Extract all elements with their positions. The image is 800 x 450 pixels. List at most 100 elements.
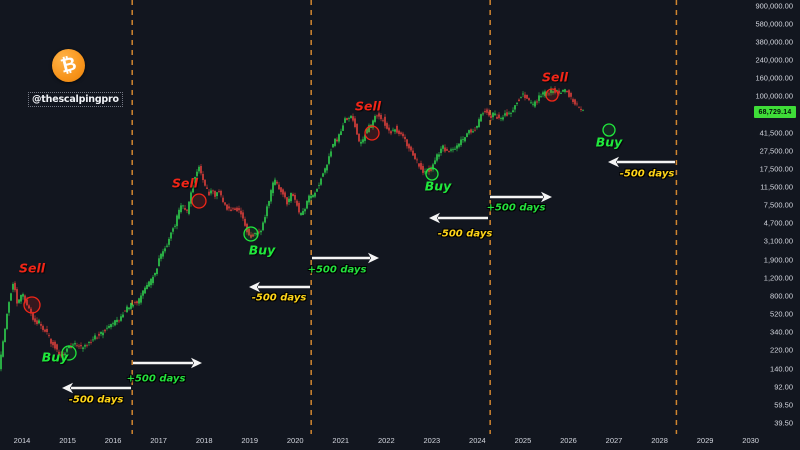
time-axis-label: 2023 — [423, 436, 441, 445]
time-axis-label: 2017 — [150, 436, 167, 445]
candle-wick — [392, 127, 394, 132]
candle-body — [480, 114, 482, 122]
candle-body — [512, 110, 514, 113]
price-axis-label: 3,100.00 — [763, 236, 793, 246]
candle-body — [364, 134, 366, 141]
candle-body — [208, 191, 210, 196]
candle-body — [8, 302, 10, 313]
candle-body — [334, 138, 336, 146]
candle-body — [46, 329, 48, 332]
candle-body — [4, 328, 6, 343]
candle-body — [148, 281, 150, 287]
candle-body — [338, 134, 340, 142]
candle-wick — [512, 107, 514, 113]
candle-body — [74, 343, 76, 345]
candle-body — [194, 177, 196, 183]
candle-wick — [166, 243, 168, 248]
candle-body — [578, 106, 580, 108]
candle-body — [166, 245, 168, 247]
candle-body — [360, 141, 362, 144]
candle-body — [294, 195, 296, 200]
minus-500-days-label: -500 days — [251, 292, 307, 304]
candle-body — [390, 131, 392, 134]
candle-body — [92, 339, 94, 341]
candle-body — [442, 145, 444, 149]
watermark-handle: @thescalpingpro — [28, 92, 123, 107]
candle-body — [420, 163, 422, 170]
price-axis-label: 39.50 — [774, 418, 793, 428]
candle-body — [178, 209, 180, 219]
candle-body — [484, 111, 486, 113]
candle-wick — [70, 342, 72, 349]
candle-body — [476, 125, 478, 128]
candle-body — [502, 117, 504, 120]
candle-body — [402, 133, 404, 137]
candle-body — [144, 287, 146, 294]
candle-body — [382, 120, 384, 122]
candle-body — [226, 204, 228, 210]
candle-wick — [446, 147, 448, 151]
candle-body — [140, 295, 142, 303]
candle-body — [580, 108, 582, 110]
time-axis-label: 2015 — [59, 436, 76, 445]
candle-body — [470, 129, 472, 133]
candle-body — [462, 139, 464, 140]
candle-body — [196, 171, 198, 177]
candle-body — [568, 90, 570, 97]
candle-body — [168, 238, 170, 245]
candle-body — [232, 208, 234, 210]
candle-body — [418, 163, 420, 167]
candle-body — [398, 130, 400, 134]
buy-circle — [425, 167, 439, 181]
time-axis-label: 2019 — [241, 436, 259, 445]
arrow-left — [62, 382, 131, 394]
time-axis-label: 2028 — [651, 436, 668, 445]
candle-body — [230, 209, 232, 212]
candle-wick — [474, 127, 476, 132]
candle-body — [16, 289, 18, 304]
candle-body — [72, 344, 74, 346]
candle-body — [394, 129, 396, 132]
candle-body — [514, 105, 516, 110]
candle-body — [572, 99, 574, 102]
arrow-right — [490, 191, 552, 203]
candle-body — [210, 190, 212, 194]
candle-body — [162, 251, 164, 257]
candle-body — [296, 200, 298, 206]
time-axis-label: 2021 — [332, 436, 350, 445]
price-axis-label: 380,000.00 — [755, 37, 793, 47]
arrow-head — [249, 281, 260, 293]
candle-body — [256, 233, 258, 235]
time-axis-label: 2022 — [377, 436, 395, 445]
candle-wick — [76, 342, 78, 348]
candle-body — [496, 116, 498, 119]
candle-body — [228, 206, 230, 209]
candle-body — [176, 215, 178, 227]
candle-wick — [472, 128, 474, 133]
candle-body — [290, 193, 292, 202]
candle-body — [410, 146, 412, 151]
candle-wick — [212, 189, 214, 195]
candle-body — [90, 342, 92, 343]
time-axis-label: 2027 — [605, 436, 623, 445]
candle-body — [518, 99, 520, 101]
price-axis-label: 1,200.00 — [763, 273, 793, 283]
candle-body — [314, 192, 316, 197]
candle-body — [152, 276, 154, 284]
minus-500-days-label: -500 days — [619, 168, 675, 180]
candle-body — [238, 208, 240, 211]
candle-body — [308, 195, 310, 203]
price-axis-label: 27,500.00 — [759, 146, 793, 156]
candle-body — [368, 125, 370, 132]
candle-body — [440, 148, 442, 153]
arrow-head — [429, 212, 440, 224]
candle-wick — [494, 110, 496, 116]
candle-body — [202, 174, 204, 180]
candle-body — [64, 353, 66, 356]
candle-body — [272, 182, 274, 194]
candle-body — [288, 198, 290, 203]
price-axis-label: 900,000.00 — [755, 1, 793, 10]
candle-body — [524, 94, 526, 99]
